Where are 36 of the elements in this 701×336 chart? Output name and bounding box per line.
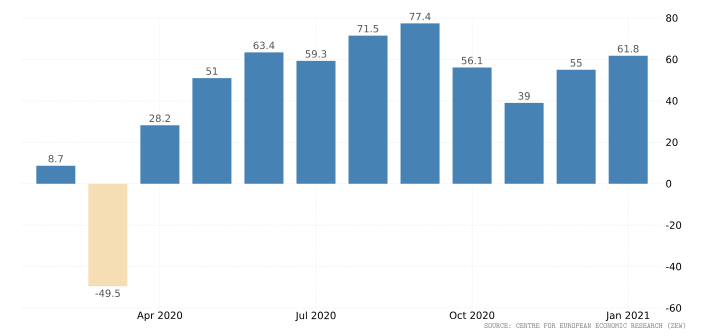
y-tick-label: -40 (666, 262, 682, 270)
bar (452, 68, 492, 184)
y-tick-label: 20 (666, 138, 678, 146)
bar (140, 125, 180, 184)
x-tick-label: Apr 2020 (137, 312, 182, 321)
data-label: 63.4 (254, 42, 274, 50)
data-label: 55 (570, 59, 582, 67)
y-tick-label: 0 (666, 180, 672, 188)
y-tick-label: -20 (666, 221, 682, 229)
bar (504, 102, 544, 184)
data-label: 56.1 (462, 56, 482, 64)
data-label: 8.7 (48, 154, 63, 162)
data-label: 61.8 (618, 44, 639, 52)
bar (348, 36, 388, 184)
x-tick-label: Jul 2020 (295, 312, 336, 322)
data-label: 77.4 (410, 12, 431, 20)
bar (244, 52, 284, 184)
data-label: 59.3 (306, 50, 326, 58)
y-tick-label: -60 (666, 304, 682, 312)
bar (556, 70, 596, 184)
bar (36, 166, 76, 184)
y-tick-label: 40 (666, 97, 678, 105)
data-label: 28.2 (150, 114, 170, 122)
bar (608, 56, 648, 184)
y-tick-label: 80 (666, 14, 678, 22)
data-label: 51 (206, 67, 218, 75)
bar (88, 184, 128, 286)
data-label: 71.5 (358, 25, 378, 32)
y-tick-label: 60 (666, 56, 678, 64)
x-tick-label: Jan 2021 (606, 312, 650, 321)
data-label: 39 (518, 92, 530, 100)
data-label: -49.5 (95, 289, 120, 297)
bar (296, 60, 336, 184)
x-tick-label: Oct 2020 (450, 312, 494, 320)
bar (192, 78, 232, 184)
bar (400, 23, 440, 184)
